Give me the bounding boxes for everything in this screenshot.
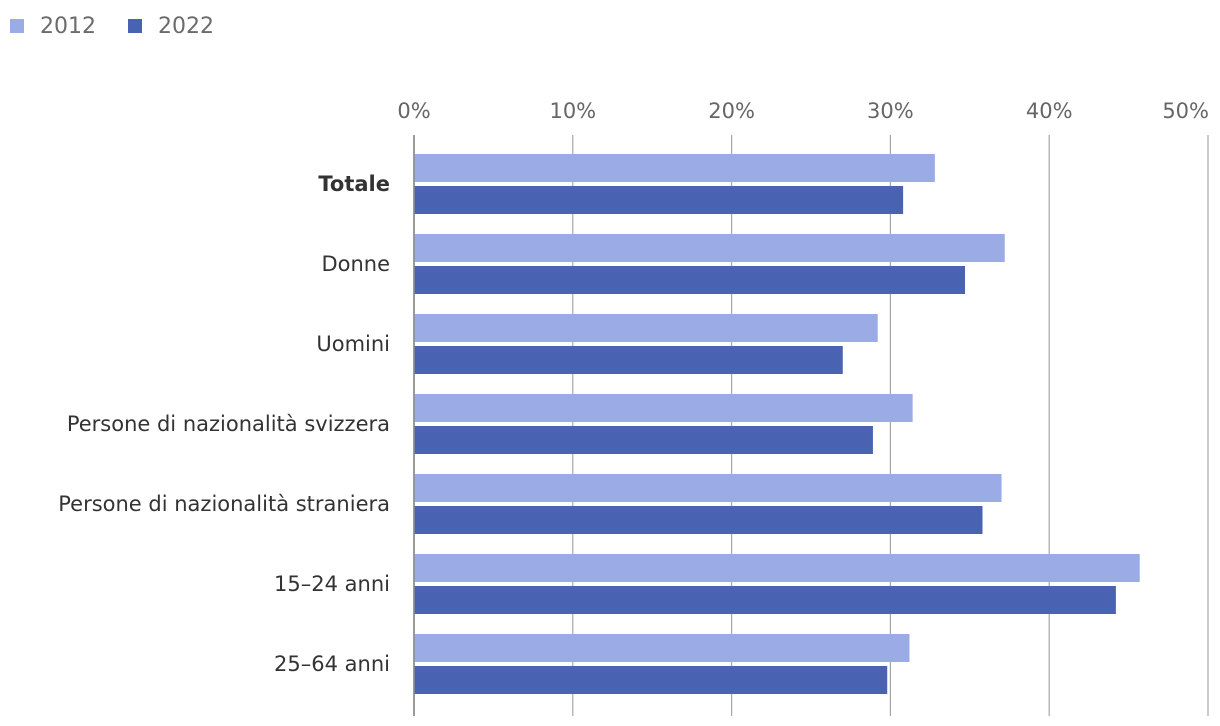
legend-item-2012: 2012 <box>10 14 96 39</box>
bar-2022 <box>414 186 904 214</box>
bar-2012 <box>414 474 1002 502</box>
category-label: Uomini <box>316 332 390 356</box>
legend-label-2012: 2012 <box>40 13 96 39</box>
bar-2022 <box>414 426 873 454</box>
category-label: Persone di nazionalità svizzera <box>67 412 390 436</box>
x-tick-label: 0% <box>397 99 430 123</box>
category-label: 25–64 anni <box>274 652 390 676</box>
x-tick-label: 50% <box>1162 99 1209 123</box>
bar-2022 <box>414 666 888 694</box>
bar-2012 <box>414 314 878 342</box>
bar-2022 <box>414 346 843 374</box>
bar-2012 <box>414 154 935 182</box>
bar-2012 <box>414 634 910 662</box>
x-tick-label: 40% <box>1026 99 1073 123</box>
legend-swatch-2022 <box>128 19 142 33</box>
bar-2022 <box>414 266 966 294</box>
legend-label-2022: 2022 <box>158 13 214 39</box>
chart-legend: 2012 2022 <box>10 12 214 40</box>
bar-2012 <box>414 554 1140 582</box>
bar-2012 <box>414 234 1005 262</box>
x-tick-label: 30% <box>867 99 914 123</box>
x-tick-label: 10% <box>549 99 596 123</box>
x-tick-label: 20% <box>708 99 755 123</box>
legend-swatch-2012 <box>10 19 24 33</box>
category-label: 15–24 anni <box>274 572 390 596</box>
bar-2012 <box>414 394 913 422</box>
category-label: Totale <box>318 172 390 196</box>
bar-2022 <box>414 506 983 534</box>
category-label: Donne <box>321 252 390 276</box>
legend-item-2022: 2022 <box>128 14 214 39</box>
category-label: Persone di nazionalità straniera <box>58 492 390 516</box>
bar-2022 <box>414 586 1116 614</box>
